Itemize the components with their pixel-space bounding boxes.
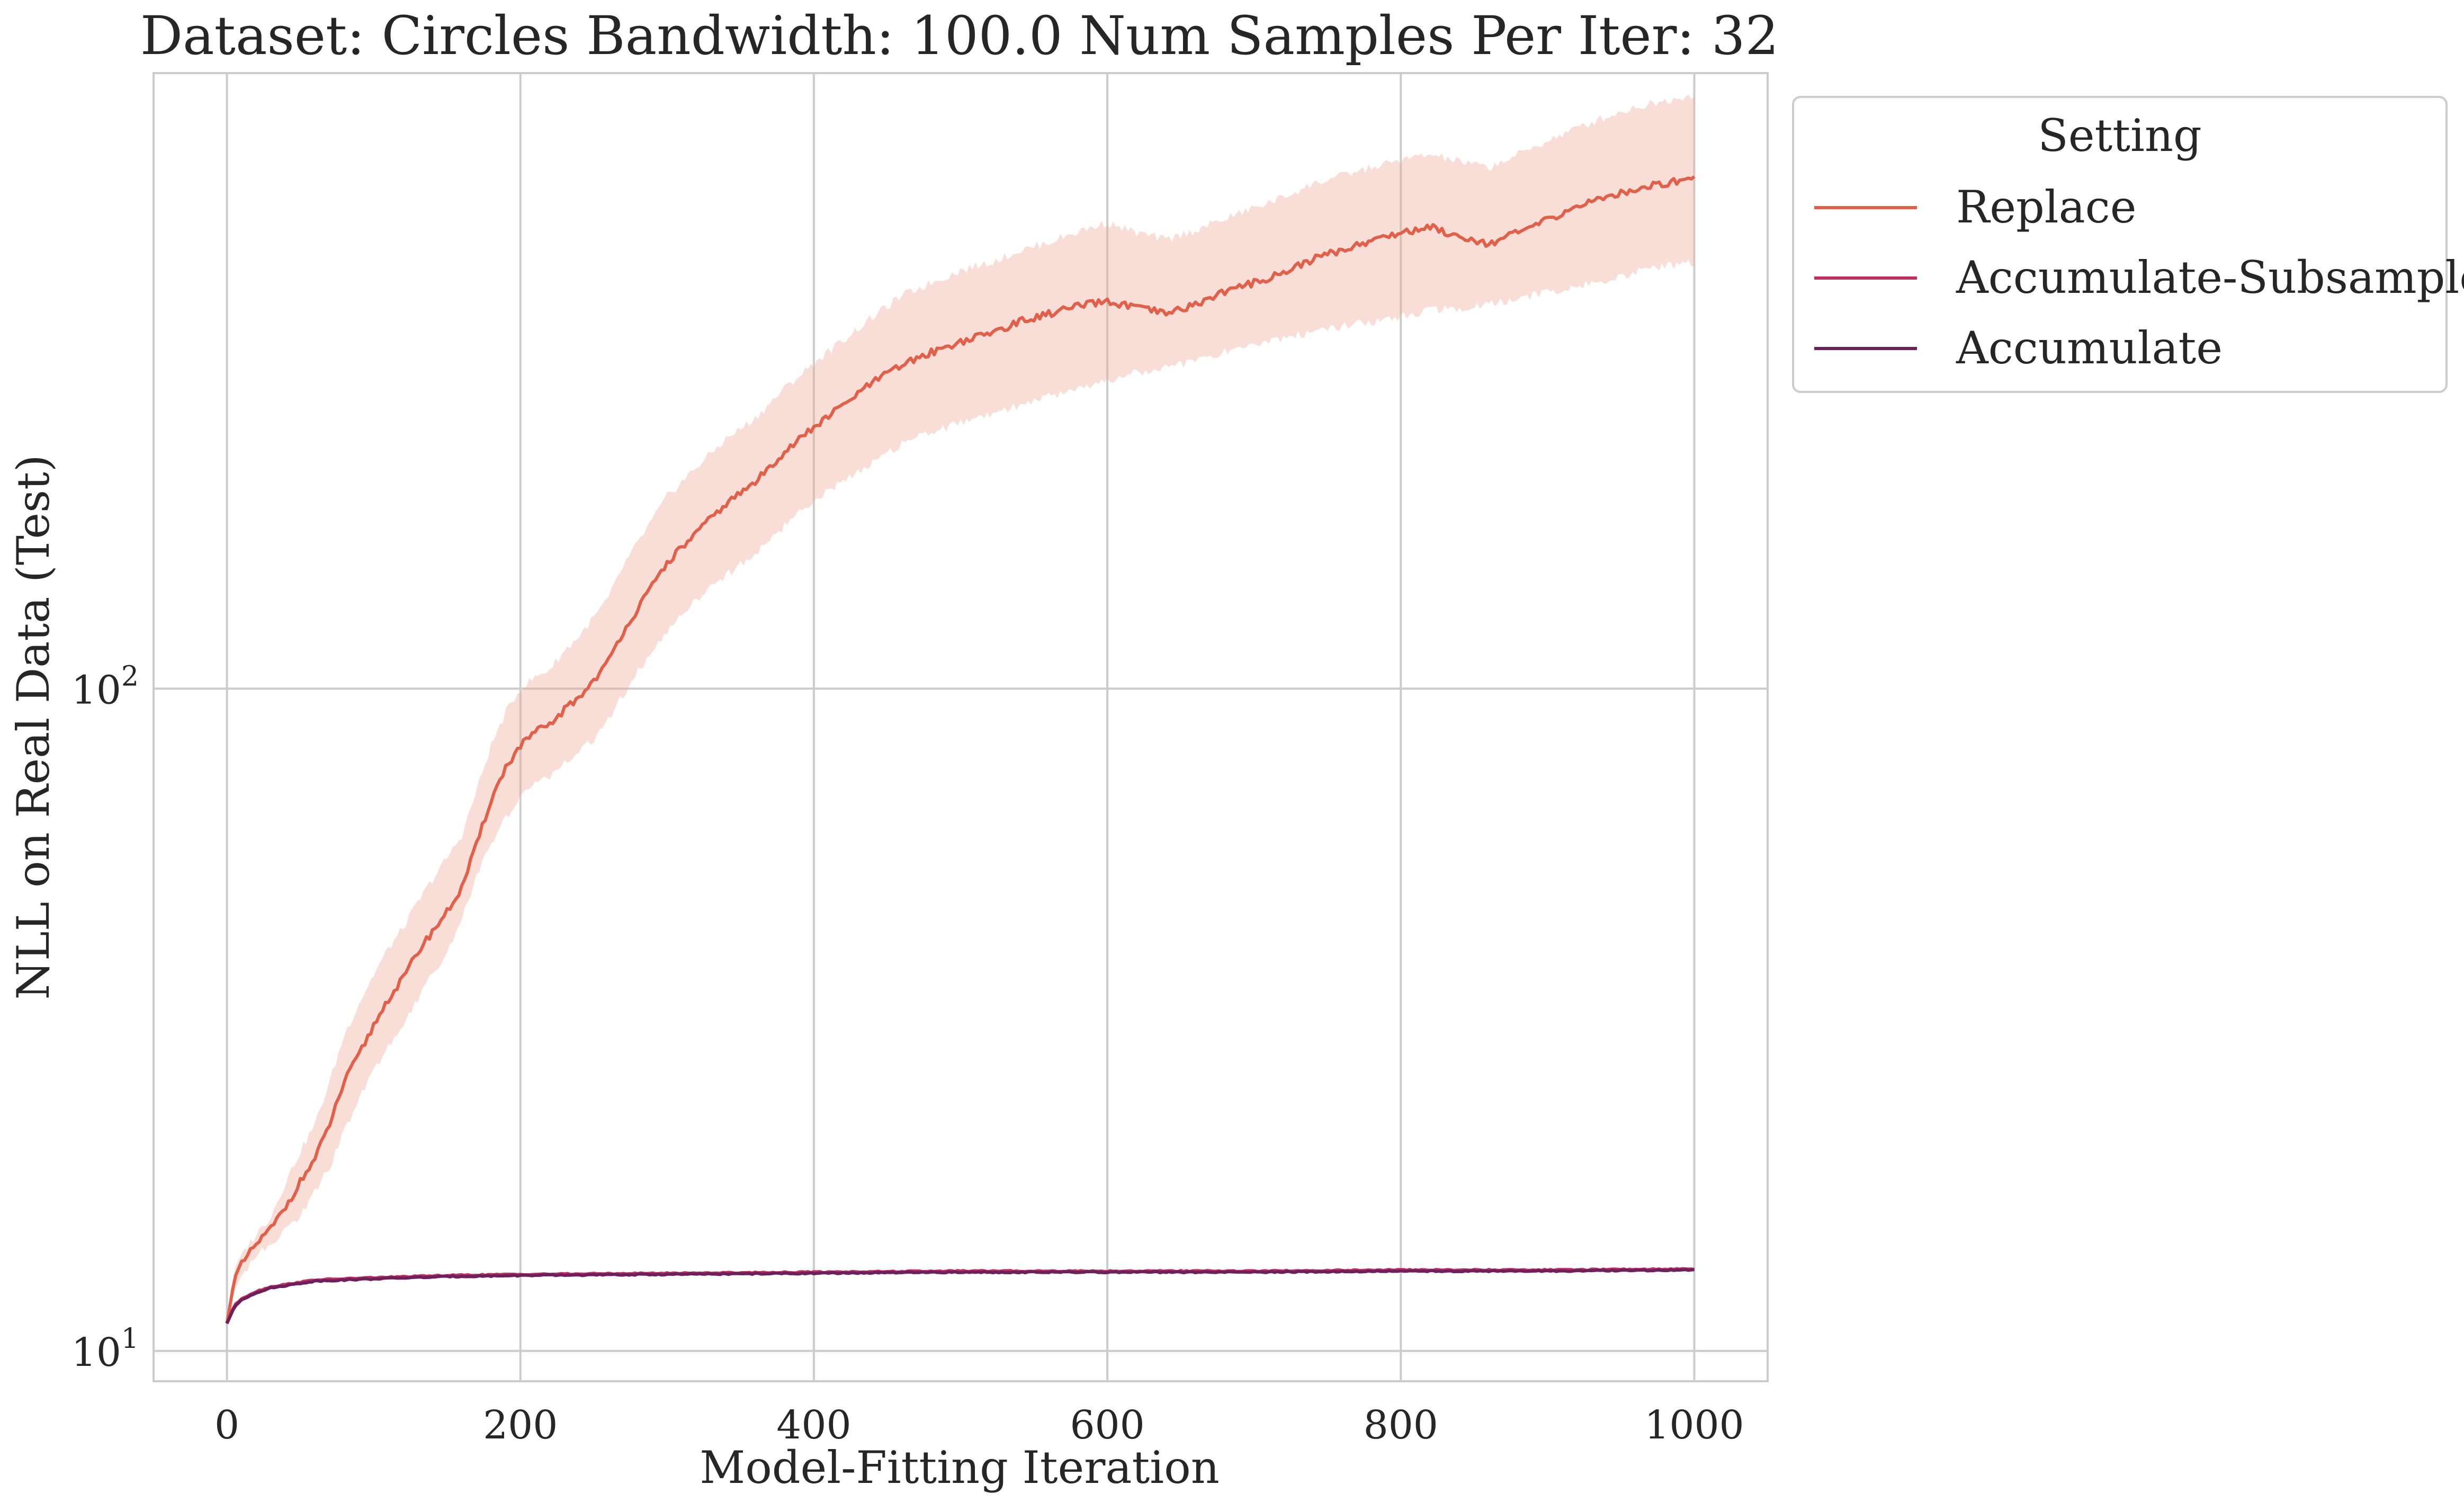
line-replace (225, 175, 1696, 1324)
plot-frame (153, 72, 1769, 1382)
x-tick-label: 800 (1364, 1402, 1438, 1448)
x-tick-label: 1000 (1644, 1402, 1744, 1448)
y-tick-label: 102 (71, 660, 139, 713)
x-tick-label: 0 (214, 1402, 239, 1448)
band-replace (227, 95, 1695, 1324)
legend-entries: Replace Accumulate-Subsample Accumulate (1814, 181, 2464, 374)
legend-label: Replace (1956, 181, 2136, 233)
x-tick-labels: 0 200 400 600 800 1000 (214, 1402, 1744, 1448)
x-axis-label: Model-Fitting Iteration (700, 1442, 1220, 1494)
y-tick-exponent: 1 (121, 1323, 139, 1355)
legend: Setting Replace Accumulate-Subsample Accum… (1792, 96, 2464, 393)
y-axis-label: NLL on Real Data (Test) (7, 454, 59, 999)
legend-box (1792, 96, 2448, 393)
y-tick-label: 101 (71, 1323, 139, 1375)
chart-title: Dataset: Circles Bandwidth: 100.0 Num Sa… (140, 5, 1779, 67)
confidence-bands (227, 95, 1695, 1324)
grid (154, 73, 1768, 1381)
y-tick-base: 10 (71, 667, 121, 713)
y-tick-exponent: 2 (121, 660, 139, 692)
x-tick-label: 600 (1070, 1402, 1144, 1448)
legend-title: Setting (2038, 110, 2202, 162)
x-tick-label: 200 (483, 1402, 558, 1448)
series-lines (225, 175, 1696, 1325)
line-accumulate (225, 1268, 1695, 1325)
x-tick-label: 400 (776, 1402, 851, 1448)
legend-label: Accumulate (1956, 322, 2223, 374)
legend-label: Accumulate-Subsample (1956, 252, 2464, 303)
y-tick-base: 10 (71, 1330, 121, 1375)
